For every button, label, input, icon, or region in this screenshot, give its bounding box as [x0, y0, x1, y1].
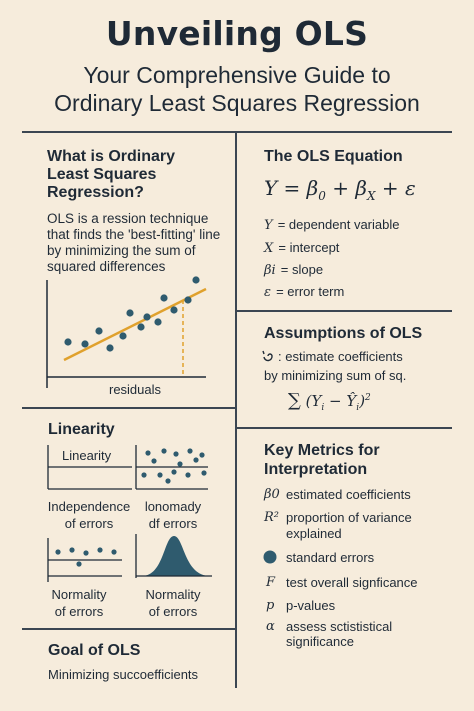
what-is-heading-line2: Least Squares [47, 166, 157, 183]
def-symbol-beta: βi [264, 263, 276, 278]
spiral-icon [262, 350, 273, 362]
metric-text-beta0: estimated coefficients [286, 487, 411, 502]
metric-symbol-p: p [266, 598, 275, 613]
normality-label-line1: Normality [51, 587, 107, 602]
column-divider [235, 133, 237, 688]
assumptions-line2: by minimizing sum of sq. [264, 368, 407, 383]
homoscedasticity-label-line2: df errors [148, 516, 198, 531]
what-is-desc-line3: by minimizing the sum of [47, 243, 196, 258]
regression-scatter-plot [46, 276, 207, 388]
metrics-heading-line2: Interpretation [264, 461, 368, 478]
metric-text-alpha-line2: significance [286, 634, 354, 649]
what-is-heading-line3: Regression? [47, 184, 144, 201]
independence-label-line2: of errors [64, 516, 114, 531]
metric-symbol-f: F [266, 575, 276, 590]
normality-label-line2: of errors [54, 604, 104, 619]
metric-text-p: p-values [286, 598, 336, 613]
ols-equation: Y = β0 + βX + ε [264, 176, 416, 203]
left-divider-2 [22, 628, 235, 630]
sum-squares-formula: ∑ (Yi − Ŷi)2 [288, 390, 371, 413]
metric-text-r2-line1: proportion of variance [286, 510, 412, 525]
equation-heading: The OLS Equation [264, 148, 403, 165]
scatter-points [64, 276, 200, 352]
metric-text-alpha-line1: assess sctististical [286, 619, 393, 634]
page-subtitle-line1: Your Comprehensive Guide to [83, 62, 391, 88]
equation-def-y: Y = dependent variable [264, 214, 399, 233]
normality-dots-panel-plot [47, 538, 122, 582]
what-is-desc-line1: OLS is a ression technique [47, 211, 209, 226]
what-is-desc-line4: squared differences [47, 259, 166, 274]
homoscedasticity-label-line1: lonomady [144, 499, 202, 514]
def-text-x: = intercept [278, 240, 340, 255]
page-subtitle-line2: Ordinary Least Squares Regression [54, 90, 420, 116]
equation-def-epsilon: ε = error term [264, 281, 344, 300]
equation-def-beta: βi = slope [264, 259, 323, 278]
scatter-panel-plot [135, 445, 208, 490]
metric-text-std-errors: standard errors [286, 550, 375, 565]
linearity-panel-plot [47, 445, 132, 490]
normality-label2-line2: of errors [148, 604, 198, 619]
assumptions-heading: Assumptions of OLS [264, 325, 423, 342]
header-divider [22, 131, 452, 133]
metrics-heading-line1: Key Metrics for [264, 442, 380, 459]
metric-symbol-alpha: α [266, 619, 275, 634]
plot-residuals-label: residuals [108, 382, 162, 397]
metric-text-r2-line2: explained [286, 526, 342, 541]
def-symbol-y: Y [264, 218, 273, 233]
what-is-desc-line2: that finds the 'best-fitting' line [47, 227, 221, 242]
linearity-panel-label: Linearity [62, 448, 112, 463]
def-text-beta: = slope [280, 262, 324, 277]
normality-label2-line1: Normality [145, 587, 201, 602]
linearity-heading: Linearity [48, 421, 115, 438]
right-divider-1 [237, 310, 452, 312]
metric-symbol-r2: R² [264, 510, 279, 525]
left-divider-1 [22, 407, 235, 409]
page-title: Unveiling OLS [105, 14, 369, 53]
def-symbol-x: X [264, 241, 274, 256]
independence-label-line1: Independence [47, 499, 131, 514]
equation-def-x: X = intercept [264, 237, 339, 256]
def-text-y: = dependent variable [277, 217, 400, 232]
what-is-heading-line1: What is Ordinary [47, 148, 176, 165]
normal-distribution-panel-plot [135, 534, 212, 578]
right-divider-2 [237, 427, 452, 429]
def-text-epsilon: = error term [276, 284, 345, 299]
def-symbol-epsilon: ε [264, 285, 271, 300]
metric-text-f: test overall signficance [286, 575, 418, 590]
goal-text: Minimizing succoefficients [48, 667, 199, 682]
dot-icon [263, 550, 277, 564]
metric-symbol-beta0: β0 [264, 487, 280, 502]
assumptions-line1: : estimate coefficients [278, 349, 403, 364]
goal-heading: Goal of OLS [48, 642, 141, 659]
